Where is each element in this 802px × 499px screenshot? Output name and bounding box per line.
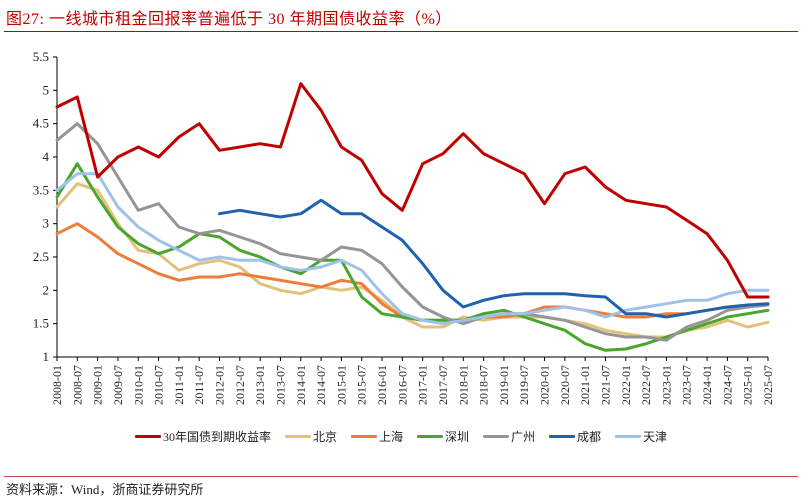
x-tick-label: 2020-01 bbox=[538, 365, 552, 405]
x-tick-label: 2018-07 bbox=[477, 365, 491, 405]
y-tick-label: 1.5 bbox=[33, 316, 49, 331]
x-tick-label: 2010-07 bbox=[152, 365, 166, 405]
legend-item-chengdu: 成都 bbox=[549, 428, 601, 445]
series-line bbox=[55, 172, 770, 326]
legend-item-beijing: 北京 bbox=[284, 428, 337, 445]
x-tick-label: 2016-07 bbox=[395, 365, 409, 405]
series-line bbox=[218, 198, 770, 319]
x-tick-label: 2022-07 bbox=[639, 365, 653, 405]
x-tick-label: 2011-07 bbox=[192, 365, 206, 405]
chart-legend: 30年国债到期收益率 北京 上海 深圳 广州 成都 天津 bbox=[0, 428, 802, 445]
legend-swatch bbox=[615, 435, 642, 438]
x-tick-label: 2016-01 bbox=[375, 365, 389, 405]
x-tick-label: 2011-01 bbox=[172, 365, 186, 405]
x-tick-label: 2021-07 bbox=[598, 365, 612, 405]
x-tick-label: 2024-07 bbox=[720, 365, 734, 405]
legend-item-guangzhou: 广州 bbox=[483, 428, 535, 445]
x-tick-label: 2017-07 bbox=[436, 365, 450, 405]
x-tick-label: 2008-07 bbox=[70, 365, 84, 405]
legend-item-30y-bond: 30年国债到期收益率 bbox=[134, 428, 271, 445]
legend-label: 成都 bbox=[577, 430, 602, 444]
legend-swatch bbox=[549, 435, 576, 438]
legend-swatch bbox=[350, 435, 377, 438]
legend-label: 北京 bbox=[312, 430, 337, 444]
legend-label: 天津 bbox=[643, 430, 668, 444]
y-tick-label: 3 bbox=[43, 216, 50, 231]
legend-item-tianjin: 天津 bbox=[615, 428, 667, 445]
y-tick-label: 5 bbox=[43, 82, 50, 97]
x-tick-label: 2017-01 bbox=[416, 365, 430, 405]
x-tick-label: 2009-07 bbox=[111, 365, 125, 405]
x-tick-label: 2025-07 bbox=[761, 365, 775, 405]
legend-label: 30年国债到期收益率 bbox=[162, 430, 271, 444]
x-tick-label: 2023-07 bbox=[680, 365, 694, 405]
x-tick-label: 2009-01 bbox=[91, 365, 105, 405]
title-divider bbox=[4, 31, 798, 32]
legend-swatch bbox=[134, 435, 161, 438]
x-tick-label: 2018-01 bbox=[456, 365, 470, 405]
legend-label: 上海 bbox=[378, 430, 403, 444]
y-tick-label: 2 bbox=[43, 282, 50, 297]
x-tick-label: 2019-01 bbox=[497, 365, 511, 405]
chart-axes: 1 1.5 2 2.5 3 3.5 4 4.5 5 5.5 2008-01 2008-07 2009-0… bbox=[33, 49, 775, 405]
x-tick-label: 2023-01 bbox=[659, 365, 673, 405]
x-tick-label: 2019-07 bbox=[517, 365, 531, 405]
legend-swatch bbox=[483, 435, 509, 438]
source-note: 资料来源：Wind，浙商证券研究所 bbox=[6, 482, 204, 497]
legend-item-shanghai: 上海 bbox=[350, 428, 403, 445]
y-tick-label: 2.5 bbox=[33, 249, 49, 264]
legend-label: 深圳 bbox=[444, 430, 469, 444]
chart-title: 图27: 一线城市租金回报率普遍低于 30 年期国债收益率（%） bbox=[6, 11, 452, 28]
legend-item-shenzhen: 深圳 bbox=[416, 428, 469, 445]
footer-divider bbox=[4, 476, 798, 477]
x-tick-label: 2024-01 bbox=[700, 365, 714, 405]
x-tick-label: 2010-01 bbox=[131, 365, 145, 405]
y-tick-label: 5.5 bbox=[33, 49, 49, 64]
x-tick-label: 2014-01 bbox=[294, 365, 308, 405]
legend-label: 广州 bbox=[511, 430, 536, 444]
x-tick-label: 2013-01 bbox=[253, 365, 267, 405]
x-tick-label: 2008-01 bbox=[50, 365, 64, 405]
series-line bbox=[55, 122, 770, 342]
x-tick-label: 2014-07 bbox=[314, 365, 328, 405]
x-tick-label: 2020-07 bbox=[558, 365, 572, 405]
y-tick-label: 3.5 bbox=[33, 182, 49, 197]
y-tick-label: 1 bbox=[43, 349, 50, 364]
y-tick-label: 4.5 bbox=[33, 116, 49, 131]
y-tick-label: 4 bbox=[43, 149, 50, 164]
x-tick-label: 2021-01 bbox=[578, 365, 592, 405]
x-tick-label: 2025-01 bbox=[741, 365, 755, 405]
x-tick-label: 2015-07 bbox=[355, 365, 369, 405]
legend-swatch bbox=[284, 435, 311, 438]
x-tick-label: 2012-07 bbox=[233, 365, 247, 405]
series-line bbox=[55, 82, 770, 299]
legend-swatch bbox=[416, 435, 443, 438]
x-tick-label: 2013-07 bbox=[273, 365, 287, 405]
x-tick-label: 2012-01 bbox=[213, 365, 227, 405]
x-tick-label: 2022-01 bbox=[619, 365, 633, 405]
x-tick-label: 2015-01 bbox=[334, 365, 348, 405]
chart-series bbox=[55, 82, 770, 352]
line-chart: 1 1.5 2 2.5 3 3.5 4 4.5 5 5.5 2008-01 2008-07 2009-0… bbox=[33, 49, 775, 405]
